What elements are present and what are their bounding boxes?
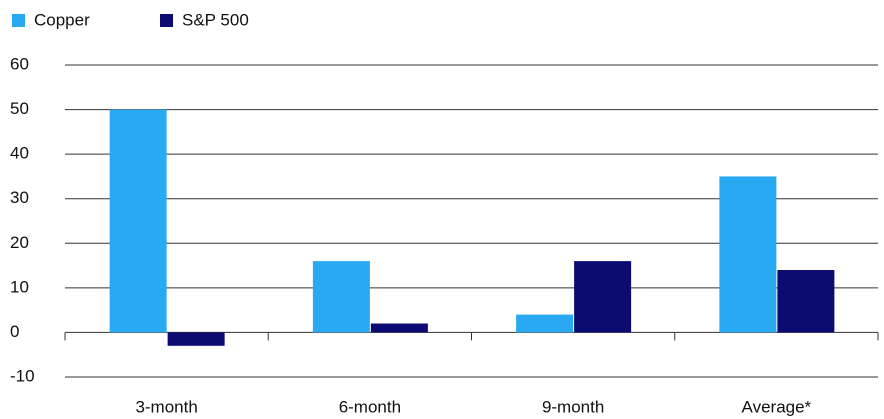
bar	[109, 109, 167, 333]
x-tick-label: Average*	[742, 397, 812, 416]
bar	[370, 323, 428, 333]
legend-swatch	[12, 14, 25, 27]
legend-label: Copper	[34, 10, 90, 29]
bar	[312, 261, 370, 333]
y-tick-label: 0	[10, 322, 19, 341]
bar	[719, 176, 777, 333]
y-tick-label: 30	[10, 188, 29, 207]
legend-label: S&P 500	[182, 10, 249, 29]
bar	[167, 332, 225, 346]
y-tick-label: -10	[10, 366, 35, 385]
y-tick-label: 40	[10, 144, 29, 163]
y-tick-label: 60	[10, 54, 29, 73]
bar	[777, 270, 835, 333]
y-tick-label: 20	[10, 233, 29, 252]
bar	[516, 314, 574, 333]
x-tick-label: 3-month	[135, 397, 197, 416]
legend-swatch	[160, 14, 173, 27]
bar	[574, 261, 632, 333]
y-tick-label: 50	[10, 99, 29, 118]
x-tick-label: 9-month	[542, 397, 604, 416]
y-tick-label: 10	[10, 277, 29, 296]
x-tick-label: 6-month	[339, 397, 401, 416]
